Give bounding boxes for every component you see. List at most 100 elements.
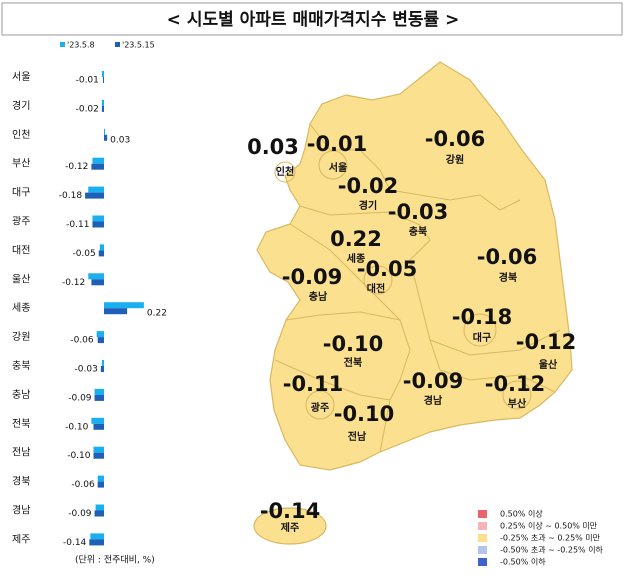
unit-note: (단위 : 전주대비, %)	[75, 555, 155, 566]
map-legend-label: 0.25% 이상 ~ 0.50% 미만	[500, 521, 598, 531]
map-borders	[274, 123, 561, 453]
bar	[104, 308, 128, 315]
map-region: 충남	[309, 290, 328, 303]
bar	[102, 77, 104, 83]
map-legend-swatch	[478, 546, 487, 554]
map-legend-label: -0.50% 초과 ~ -0.25% 이하	[500, 545, 604, 555]
category-label: 서울	[12, 71, 30, 83]
map-legend-label: -0.50% 이하	[500, 557, 546, 567]
value-label: -0.09	[68, 393, 92, 403]
bar	[104, 302, 144, 309]
legend-swatch	[60, 42, 65, 47]
category-label: 전북	[12, 418, 30, 430]
map-region: 울산	[539, 358, 558, 371]
bar	[97, 475, 104, 482]
bar	[104, 128, 106, 135]
map-value: -0.10	[323, 332, 384, 356]
bar	[92, 215, 104, 222]
bar	[96, 331, 104, 338]
value-label: -0.10	[67, 451, 91, 461]
bar	[92, 221, 104, 228]
map-mainland	[256, 61, 573, 471]
map-region: 강원	[446, 153, 464, 166]
map-value: -0.18	[452, 305, 513, 329]
category-label: 대구	[12, 187, 30, 199]
value-label: -0.01	[76, 76, 99, 86]
map-region: 전북	[344, 356, 362, 369]
value-label: -0.09	[68, 509, 92, 519]
bar	[101, 99, 104, 106]
bar	[94, 510, 104, 517]
map-region: 부산	[508, 397, 527, 410]
map-value: 0.03	[247, 135, 299, 159]
category-label: 전남	[12, 447, 30, 459]
category-label: 경기	[12, 99, 30, 112]
map-value: -0.09	[282, 265, 343, 289]
map-value: -0.02	[338, 174, 399, 198]
map-region: 서울	[329, 161, 347, 174]
map-region: 인천	[276, 165, 294, 178]
map-value: -0.12	[485, 372, 546, 396]
bar	[95, 504, 104, 511]
map-value: 0.22	[330, 227, 382, 251]
bar	[97, 337, 104, 344]
map: -0.01서울-0.02경기0.03인천-0.12부산-0.18대구-0.11광…	[247, 61, 577, 545]
map-region: 대구	[473, 331, 491, 344]
legend-label: '23.5.15	[122, 41, 155, 50]
value-label: -0.18	[59, 191, 83, 201]
category-label: 경남	[12, 504, 30, 517]
chart-title: < 시도별 아파트 매매가격지수 변동률 >	[167, 10, 460, 30]
category-label: 강원	[12, 331, 30, 343]
legend-label: '23.5.8	[67, 41, 95, 50]
bar	[89, 539, 104, 546]
map-jeju	[253, 507, 327, 545]
category-label: 제주	[12, 533, 30, 545]
map-region: 전남	[348, 430, 367, 443]
category-label: 부산	[12, 158, 30, 170]
map-legend-swatch	[478, 534, 487, 542]
map-legend-swatch	[478, 522, 487, 530]
map-region: 충북	[409, 225, 427, 238]
category-label: 광주	[12, 216, 30, 228]
bar	[104, 134, 108, 141]
bar	[94, 394, 104, 401]
map-region: 경남	[424, 394, 443, 407]
value-label: -0.03	[75, 365, 98, 375]
value-label: 0.03	[110, 135, 130, 145]
value-label: 0.22	[147, 309, 167, 319]
value-label: -0.10	[65, 422, 89, 432]
map-value: -0.01	[307, 132, 368, 156]
map-value: -0.12	[516, 330, 577, 354]
value-label: -0.11	[66, 220, 89, 230]
map-region: 세종	[347, 252, 365, 265]
value-label: -0.02	[76, 104, 99, 114]
map-region: 경기	[359, 199, 377, 212]
bar	[92, 157, 104, 164]
map-value: -0.06	[477, 245, 538, 269]
map-value: -0.10	[334, 402, 395, 426]
value-label: -0.06	[70, 336, 94, 346]
bar	[85, 192, 104, 199]
map-legend-label: -0.25% 초과 ~ 0.25% 미만	[500, 534, 601, 543]
map-legend-swatch	[478, 558, 487, 566]
category-label: 충북	[12, 360, 30, 372]
map-region: 대전	[367, 282, 385, 295]
category-label: 경북	[12, 475, 30, 488]
bar	[94, 388, 104, 395]
bar	[90, 533, 104, 540]
map-value: -0.14	[260, 499, 321, 523]
bar	[93, 452, 104, 459]
bar	[99, 244, 104, 251]
bar	[101, 105, 104, 112]
title-box	[1, 2, 623, 36]
legend-swatch	[115, 42, 120, 47]
map-value: -0.03	[388, 200, 449, 224]
bar	[91, 417, 104, 424]
map-value: -0.05	[357, 257, 418, 281]
bar	[93, 446, 104, 453]
map-value: -0.09	[403, 369, 464, 393]
bar	[101, 71, 104, 77]
map-region: 광주	[311, 402, 329, 414]
bar	[88, 186, 104, 193]
